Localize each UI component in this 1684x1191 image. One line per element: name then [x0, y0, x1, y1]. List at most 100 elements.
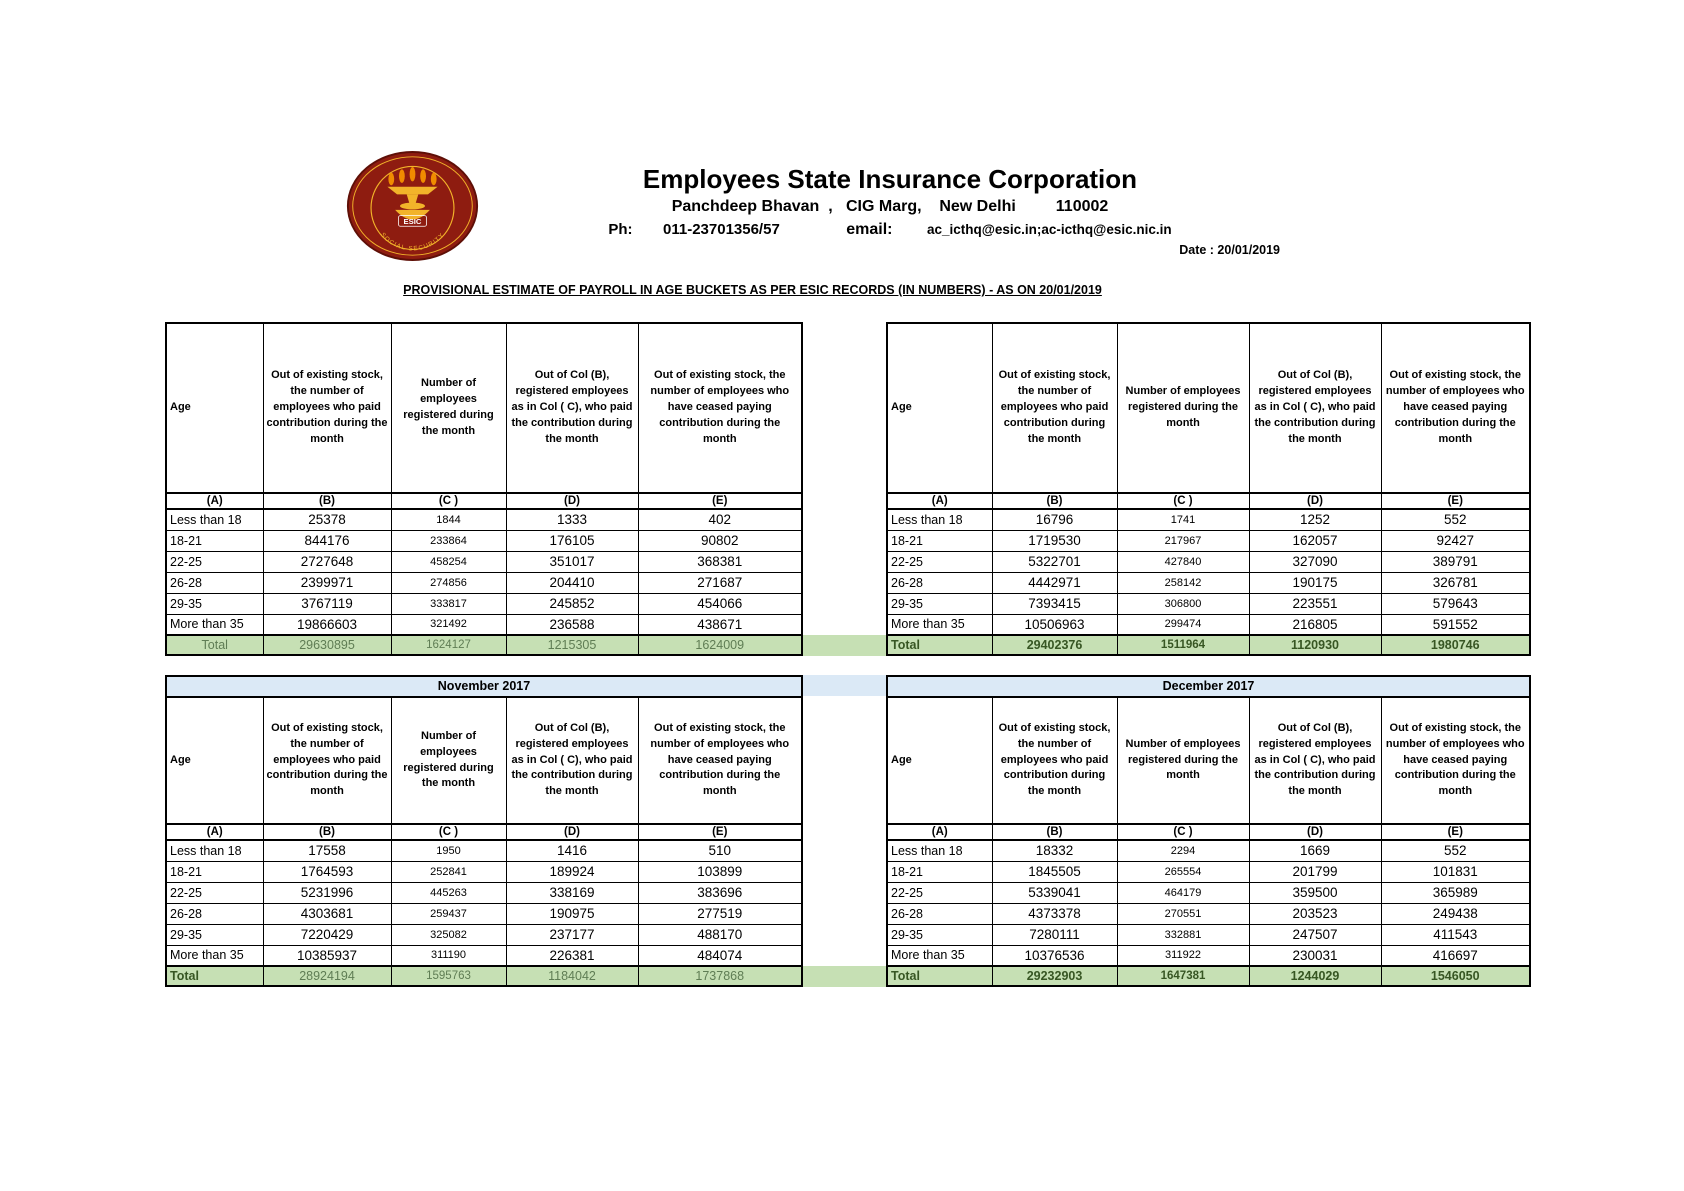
value-cell: 10385937: [262, 944, 392, 967]
column-header: Out of existing stock, the number of emp…: [1380, 322, 1531, 494]
age-cell: 18-21: [886, 860, 993, 883]
phone-number: 011-23701356/57: [663, 221, 780, 238]
value-cell: 5322701: [991, 550, 1118, 573]
value-cell: 458254: [390, 550, 507, 573]
table-row: Less than 18 17558 1950 1416 510: [165, 839, 803, 862]
value-cell: 201799: [1248, 860, 1382, 883]
month-header-december: December 2017: [886, 675, 1531, 696]
total-value-cell: 29232903: [991, 965, 1118, 987]
column-letters-row: (A) (B) (C ) (D) (E): [886, 823, 1531, 841]
column-letter: (D): [505, 823, 639, 841]
header-row: Age Out of existing stock, the number of …: [886, 696, 1531, 825]
value-cell: 454066: [637, 592, 803, 615]
email-label: email:: [846, 221, 893, 238]
table-row: 26-28 4303681 259437 190975 277519: [165, 902, 803, 925]
value-cell: 270551: [1116, 902, 1250, 925]
value-cell: 325082: [390, 923, 507, 946]
total-value-cell: 1215305: [505, 634, 639, 656]
column-letter: (A): [886, 823, 993, 841]
org-address: Panchdeep Bhavan , CIG Marg, New Delhi 1…: [671, 198, 1109, 215]
column-header: Number of employees registered during th…: [390, 696, 507, 825]
table-row: 22-25 5231996 445263 338169 383696: [165, 881, 803, 904]
value-cell: 591552: [1380, 613, 1531, 636]
table-row: 18-21 1719530 217967 162057 92427: [886, 529, 1531, 552]
column-header: Out of Col (B), registered employees as …: [505, 322, 639, 494]
total-value-cell: 1184042: [505, 965, 639, 987]
table-wrap-december: December 2017 Age Out of existing stock, …: [886, 675, 1531, 987]
esic-logo-text: ESIC: [404, 217, 422, 226]
value-cell: 1845505: [991, 860, 1118, 883]
value-cell: 4442971: [991, 571, 1118, 594]
esic-logo-icon: ESIC SOCIAL SECURITY: [346, 151, 479, 261]
tables-bottom-row: November 2017 Age Out of existing stock, …: [165, 675, 1531, 987]
total-value-cell: 29630895: [262, 634, 392, 656]
gap-total-strip: [803, 966, 886, 987]
report-title: PROVISIONAL ESTIMATE OF PAYROLL IN AGE B…: [403, 283, 1102, 297]
value-cell: 2294: [1116, 839, 1250, 862]
value-cell: 338169: [505, 881, 639, 904]
value-cell: 233864: [390, 529, 507, 552]
total-value-cell: 1546050: [1380, 965, 1531, 987]
column-header: Out of existing stock, the number of emp…: [991, 322, 1118, 494]
column-letter: (C ): [1116, 492, 1250, 510]
month-header-november: November 2017: [165, 675, 803, 696]
total-label: Total: [165, 634, 264, 656]
value-cell: 1741: [1116, 508, 1250, 531]
value-cell: 259437: [390, 902, 507, 925]
value-cell: 10506963: [991, 613, 1118, 636]
total-value-cell: 1120930: [1248, 634, 1382, 656]
age-cell: More than 35: [165, 613, 264, 636]
value-cell: 4303681: [262, 902, 392, 925]
gap-total-strip: [803, 635, 886, 656]
column-header: Out of existing stock, the number of emp…: [991, 696, 1118, 825]
org-name: Employees State Insurance Corporation: [642, 164, 1138, 194]
total-row: Total 29402376 1511964 1120930 1980746: [886, 634, 1531, 656]
column-header: Out of existing stock, the number of emp…: [262, 696, 392, 825]
age-cell: 29-35: [165, 923, 264, 946]
age-cell: 26-28: [886, 571, 993, 594]
column-letter: (E): [1380, 823, 1531, 841]
table-row: More than 35 10385937 311190 226381 484074: [165, 944, 803, 967]
value-cell: 5231996: [262, 881, 392, 904]
table-row: More than 35 19866603 321492 236588 438671: [165, 613, 803, 636]
table-row: 18-21 1764593 252841 189924 103899: [165, 860, 803, 883]
value-cell: 245852: [505, 592, 639, 615]
column-letter: (E): [1380, 492, 1531, 510]
value-cell: 271687: [637, 571, 803, 594]
column-header: Out of Col (B), registered employees as …: [1248, 696, 1382, 825]
total-label: Total: [886, 634, 993, 656]
table-row: 26-28 4442971 258142 190175 326781: [886, 571, 1531, 594]
value-cell: 484074: [637, 944, 803, 967]
table-row: Less than 18 18332 2294 1669 552: [886, 839, 1531, 862]
tables-grid: Age Out of existing stock, the number of …: [165, 322, 1531, 987]
table-top-left: Age Out of existing stock, the number of …: [165, 322, 803, 656]
column-letter: (B): [991, 823, 1118, 841]
value-cell: 311190: [390, 944, 507, 967]
value-cell: 249438: [1380, 902, 1531, 925]
value-cell: 1416: [505, 839, 639, 862]
total-row: Total 28924194 1595763 1184042 1737868: [165, 965, 803, 987]
table-row: 29-35 7220429 325082 237177 488170: [165, 923, 803, 946]
value-cell: 223551: [1248, 592, 1382, 615]
value-cell: 402: [637, 508, 803, 531]
age-cell: Less than 18: [165, 839, 264, 862]
value-cell: 258142: [1116, 571, 1250, 594]
age-cell: 26-28: [886, 902, 993, 925]
letterhead: Employees State Insurance Corporation Pa…: [500, 164, 1280, 239]
value-cell: 359500: [1248, 881, 1382, 904]
table-row: 29-35 7393415 306800 223551 579643: [886, 592, 1531, 615]
email-address: ac_icthq@esic.in;ac-icthq@esic.nic.in: [926, 222, 1172, 237]
value-cell: 10376536: [991, 944, 1118, 967]
value-cell: 101831: [1380, 860, 1531, 883]
value-cell: 438671: [637, 613, 803, 636]
age-cell: 18-21: [165, 529, 264, 552]
total-value-cell: 1624009: [637, 634, 803, 656]
value-cell: 7220429: [262, 923, 392, 946]
table-row: 22-25 5339041 464179 359500 365989: [886, 881, 1531, 904]
value-cell: 204410: [505, 571, 639, 594]
column-letter: (B): [262, 492, 392, 510]
header-row: Age Out of existing stock, the number of …: [165, 696, 803, 825]
total-row: Total 29232903 1647381 1244029 1546050: [886, 965, 1531, 987]
column-letter: (D): [1248, 823, 1382, 841]
